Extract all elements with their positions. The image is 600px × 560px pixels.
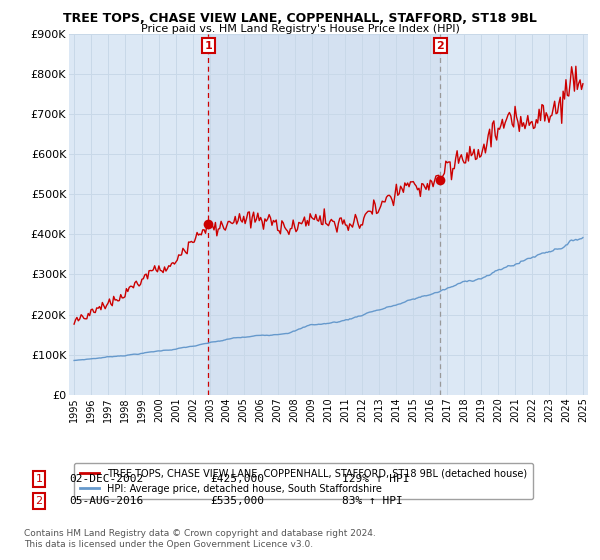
Text: 129% ↑ HPI: 129% ↑ HPI [342,474,409,484]
Text: 2: 2 [436,41,444,50]
Text: 1: 1 [205,41,212,50]
Text: Contains HM Land Registry data © Crown copyright and database right 2024.
This d: Contains HM Land Registry data © Crown c… [24,529,376,549]
Text: 1: 1 [35,474,43,484]
Bar [208,34,440,395]
Text: 83% ↑ HPI: 83% ↑ HPI [342,496,403,506]
Legend: TREE TOPS, CHASE VIEW LANE, COPPENHALL, STAFFORD, ST18 9BL (detached house), HPI: TREE TOPS, CHASE VIEW LANE, COPPENHALL, … [74,463,533,500]
Text: 2: 2 [35,496,43,506]
Text: 02-DEC-2002: 02-DEC-2002 [69,474,143,484]
Text: TREE TOPS, CHASE VIEW LANE, COPPENHALL, STAFFORD, ST18 9BL: TREE TOPS, CHASE VIEW LANE, COPPENHALL, … [63,12,537,25]
Text: £535,000: £535,000 [210,496,264,506]
Text: 05-AUG-2016: 05-AUG-2016 [69,496,143,506]
Text: £425,000: £425,000 [210,474,264,484]
Text: Price paid vs. HM Land Registry's House Price Index (HPI): Price paid vs. HM Land Registry's House … [140,24,460,34]
